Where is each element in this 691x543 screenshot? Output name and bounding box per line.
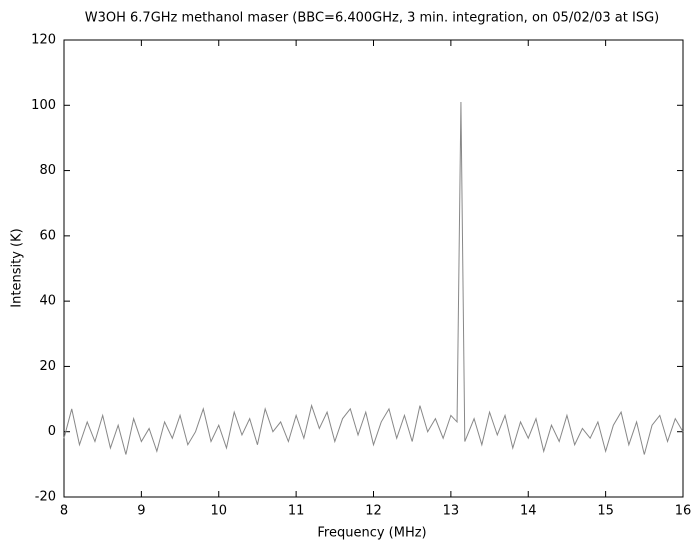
y-tick-label: 80 xyxy=(39,163,56,178)
plot-frame xyxy=(63,39,684,498)
x-tick-label: 10 xyxy=(210,504,227,519)
x-tick-label: 11 xyxy=(288,504,305,519)
data-line xyxy=(63,102,684,455)
y-tick-label: 40 xyxy=(39,294,56,309)
y-tick-label: 100 xyxy=(31,98,56,113)
y-tick-label: 20 xyxy=(39,359,56,374)
y-tick-label: 120 xyxy=(31,33,56,48)
x-tick-label: 15 xyxy=(597,504,614,519)
x-tick-label: 9 xyxy=(137,504,145,519)
chart-title: W3OH 6.7GHz methanol maser (BBC=6.400GHz… xyxy=(85,11,659,26)
x-tick-label: 13 xyxy=(443,504,460,519)
y-axis-label: Intensity (K) xyxy=(10,228,25,307)
y-tick-label: 0 xyxy=(48,424,56,439)
x-tick-label: 16 xyxy=(675,504,691,519)
x-tick-label: 8 xyxy=(60,504,68,519)
y-tick-label: 60 xyxy=(39,228,56,243)
x-axis-label: Frequency (MHz) xyxy=(317,526,426,541)
x-tick-label: 12 xyxy=(365,504,382,519)
y-tick-label: -20 xyxy=(35,490,56,505)
x-tick-label: 14 xyxy=(520,504,537,519)
